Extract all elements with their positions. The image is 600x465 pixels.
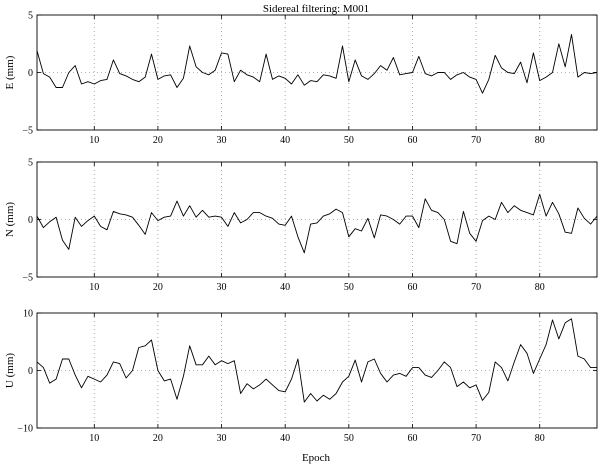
east-x-tick-label: 30 [217,135,227,146]
east-x-tick-label: 80 [535,135,545,146]
north-y-tick-label: 0 [28,215,33,226]
east-panel: 10 20 30 40 50 60 70 80 −5 0 5 E (mm) [4,11,598,146]
east-y-tick-label: 0 [28,68,33,79]
east-x-tick-label: 50 [344,135,354,146]
north-y-axis-label: N (mm) [4,202,16,237]
up-series-line [36,318,597,403]
north-y-tick-label: −5 [22,273,33,284]
east-y-tick-label: 5 [28,11,33,22]
up-y-axis-label: U (mm) [4,353,16,388]
chart-title: Sidereal filtering: M001 [263,3,369,15]
east-x-tick-label: 40 [280,135,290,146]
up-x-tick-label: 70 [471,433,481,444]
north-x-tick-label: 70 [471,282,481,293]
up-x-tick-label: 10 [89,433,99,444]
up-x-tick-label: 40 [280,433,290,444]
east-y-tick-label: −5 [22,126,33,137]
north-x-tick-label: 60 [407,282,417,293]
up-y-tick-label: 10 [23,309,33,320]
up-x-tick-label: 60 [407,433,417,444]
north-x-tick-label: 20 [153,282,163,293]
north-x-tick-label: 40 [280,282,290,293]
up-x-tick-label: 50 [344,433,354,444]
north-x-tick-label: 50 [344,282,354,293]
up-x-tick-label: 20 [153,433,163,444]
up-x-tick-label: 30 [217,433,227,444]
north-x-tick-label: 80 [535,282,545,293]
north-x-tick-label: 30 [217,282,227,293]
north-y-tick-label: 5 [28,158,33,169]
east-x-tick-label: 70 [471,135,481,146]
east-y-axis-label: E (mm) [4,55,16,89]
east-x-tick-label: 60 [407,135,417,146]
up-x-tick-label: 80 [535,433,545,444]
north-x-tick-label: 10 [89,282,99,293]
up-y-tick-label: −10 [17,424,33,435]
east-series-line [36,34,598,94]
x-axis-label: Epoch [302,452,331,464]
east-x-tick-label: 20 [153,135,163,146]
north-panel: 10 20 30 40 50 60 70 80 −5 0 5 N (mm) [4,158,598,293]
up-panel: 10 20 30 40 50 60 70 80 −10 0 10 U (mm) [4,309,598,444]
up-y-tick-label: 0 [28,366,33,377]
east-x-tick-label: 10 [89,135,99,146]
north-series-line [36,193,598,254]
